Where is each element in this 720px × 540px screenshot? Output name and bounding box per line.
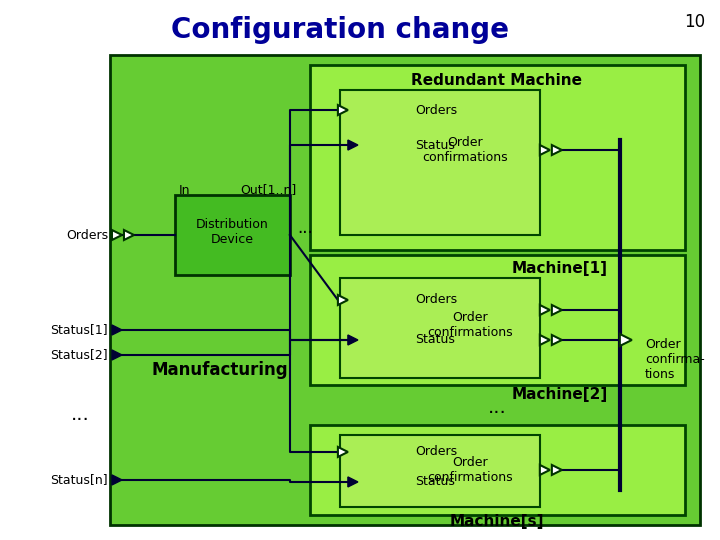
Text: Out[1..n]: Out[1..n] [240, 184, 296, 197]
FancyBboxPatch shape [310, 255, 685, 385]
Text: Orders: Orders [415, 446, 457, 458]
Text: Machine[2]: Machine[2] [512, 388, 608, 402]
FancyBboxPatch shape [310, 65, 685, 250]
Text: Orders: Orders [415, 294, 457, 307]
Text: Status[2]: Status[2] [50, 348, 108, 361]
Polygon shape [540, 465, 550, 475]
Text: 10: 10 [684, 13, 706, 31]
FancyBboxPatch shape [340, 90, 540, 235]
Text: Status[1]: Status[1] [50, 323, 108, 336]
Polygon shape [112, 350, 122, 360]
Text: Status: Status [415, 334, 455, 347]
Polygon shape [552, 465, 562, 475]
FancyBboxPatch shape [340, 435, 540, 507]
Text: ...: ... [487, 399, 506, 417]
Polygon shape [540, 305, 550, 315]
Text: Order
confirmations: Order confirmations [427, 311, 513, 339]
Polygon shape [338, 295, 348, 305]
Polygon shape [338, 105, 348, 115]
FancyBboxPatch shape [175, 195, 290, 275]
Polygon shape [552, 335, 562, 345]
Text: In: In [179, 184, 191, 197]
Text: Distribution
Device: Distribution Device [196, 218, 269, 246]
Text: ...: ... [71, 406, 89, 424]
Text: Order
confirma-
tions: Order confirma- tions [645, 339, 705, 381]
Text: Orders: Orders [66, 228, 108, 241]
Polygon shape [620, 334, 632, 346]
Polygon shape [540, 335, 550, 345]
Polygon shape [540, 145, 550, 155]
Text: ...: ... [297, 219, 312, 237]
Polygon shape [348, 140, 358, 150]
Text: Status: Status [415, 475, 455, 489]
Polygon shape [552, 145, 562, 155]
FancyBboxPatch shape [310, 425, 685, 515]
Text: Manufacturing: Manufacturing [152, 361, 288, 379]
Text: Status: Status [415, 139, 455, 152]
Text: Machine[1]: Machine[1] [512, 260, 608, 275]
Polygon shape [112, 325, 122, 335]
Text: Redundant Machine: Redundant Machine [411, 72, 582, 87]
Text: Order
confirmations: Order confirmations [427, 456, 513, 484]
Polygon shape [338, 447, 348, 457]
Polygon shape [348, 335, 358, 345]
Polygon shape [112, 230, 122, 240]
Text: Status[n]: Status[n] [50, 474, 108, 487]
FancyBboxPatch shape [340, 278, 540, 378]
FancyBboxPatch shape [110, 55, 700, 525]
Polygon shape [552, 305, 562, 315]
Polygon shape [112, 475, 122, 485]
Polygon shape [348, 477, 358, 487]
Text: Order
confirmations: Order confirmations [422, 136, 508, 164]
Text: Machine[s]: Machine[s] [449, 515, 544, 529]
Polygon shape [124, 230, 134, 240]
Text: Orders: Orders [415, 104, 457, 117]
Text: Configuration change: Configuration change [171, 16, 509, 44]
